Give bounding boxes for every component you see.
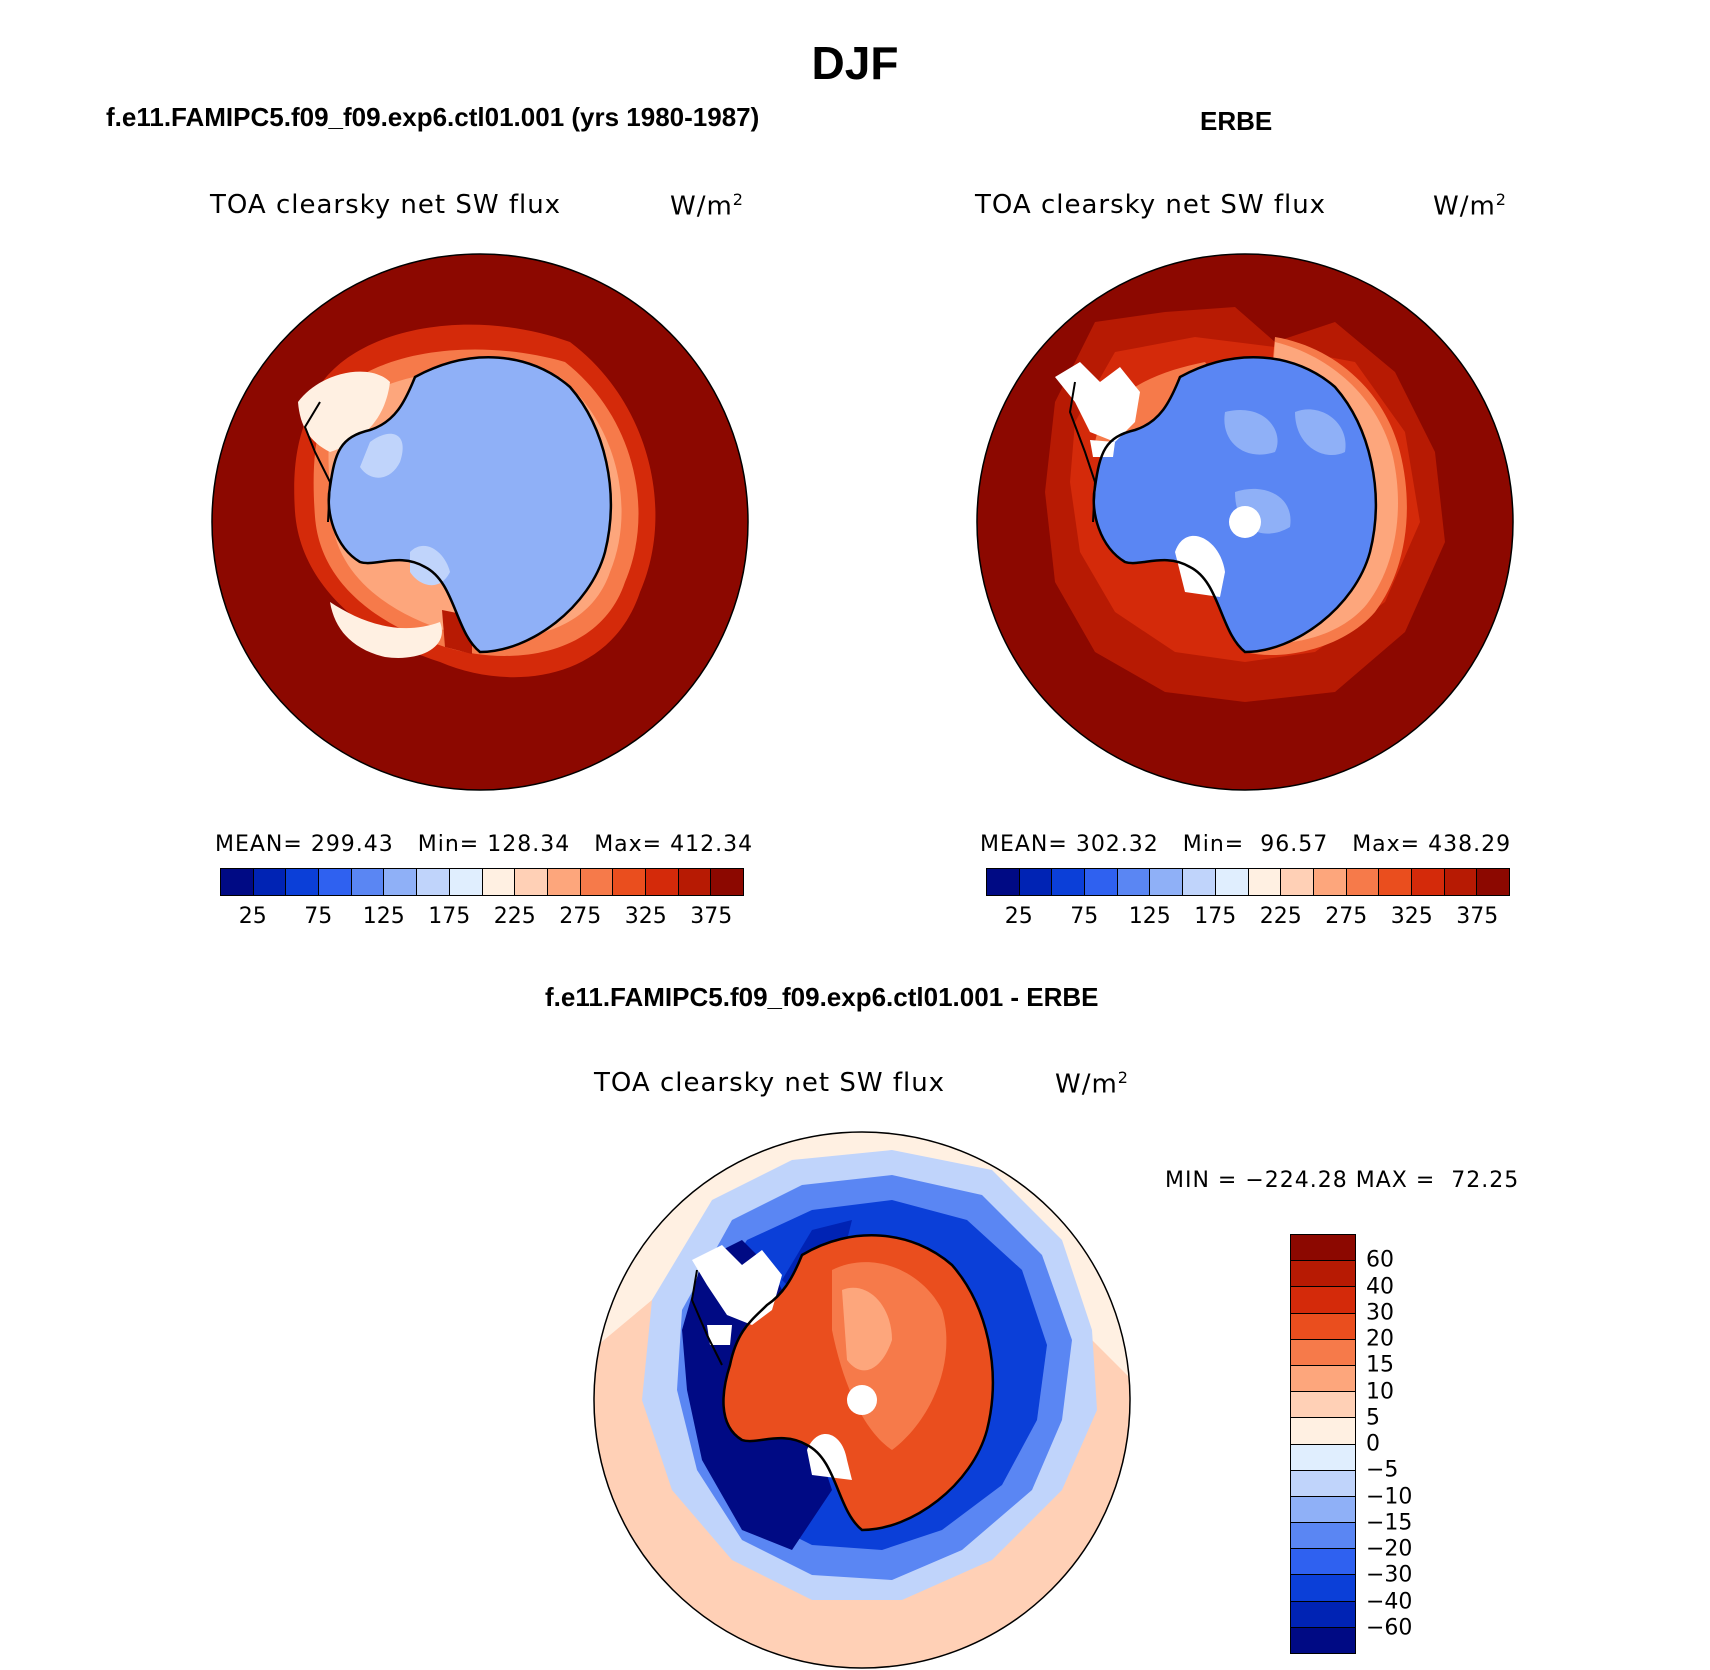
model-colorbar-box [515, 869, 548, 895]
obs-colorbar-box [1477, 869, 1509, 895]
obs-colorbar-box [1183, 869, 1216, 895]
diff-colorbar-label: 30 [1366, 1300, 1394, 1326]
diff-colorbar-box [1291, 1523, 1355, 1550]
model-case-title: f.e11.FAMIPC5.f09_f09.exp6.ctl01.001 (yr… [106, 102, 760, 132]
model-colorbar-box [417, 869, 450, 895]
obs-stats: MEAN= 302.32 Min= 96.57 Max= 438.29 [980, 832, 1512, 857]
model-colorbar-box [482, 869, 516, 895]
obs-colorbar-box [1052, 869, 1086, 895]
diff-colorbar-box [1291, 1549, 1355, 1576]
obs-case-title: ERBE [1200, 106, 1273, 136]
model-colorbar-box [645, 869, 679, 895]
model-colorbar-box [384, 869, 418, 895]
diff-colorbar-label: 15 [1366, 1352, 1394, 1378]
model-colorbar-box [221, 869, 254, 895]
model-colorbar-label: 375 [690, 904, 733, 929]
model-colorbar-label: 325 [624, 904, 667, 929]
obs-colorbar [986, 868, 1510, 896]
diff-colorbar-label: −20 [1366, 1536, 1413, 1562]
model-colorbar-label: 175 [428, 904, 471, 929]
diff-colorbar-label: 10 [1366, 1379, 1394, 1404]
obs-colorbar-label: 175 [1194, 904, 1237, 929]
model-colorbar-label: 75 [304, 904, 333, 929]
obs-colorbar-box [1248, 869, 1282, 895]
diff-colorbar-box [1291, 1627, 1355, 1653]
obs-colorbar-label: 75 [1070, 904, 1099, 929]
obs-colorbar-label: 325 [1390, 904, 1433, 929]
obs-colorbar-box [1411, 869, 1445, 895]
obs-colorbar-box [1019, 869, 1053, 895]
obs-variable-label: TOA clearsky net SW flux [975, 190, 1327, 220]
obs-colorbar-label: 375 [1456, 904, 1499, 929]
diff-colorbar-box [1291, 1287, 1355, 1314]
model-colorbar-box [319, 869, 352, 895]
model-units-label: W/m2 [670, 190, 744, 222]
diff-colorbar-label: 5 [1366, 1405, 1380, 1431]
model-colorbar-box [286, 869, 320, 895]
obs-colorbar-box [1281, 869, 1314, 895]
diff-polar-map [593, 1131, 1131, 1669]
diff-units-label: W/m2 [1055, 1068, 1129, 1100]
diff-colorbar-label: −30 [1366, 1562, 1413, 1588]
diff-colorbar-label: −5 [1366, 1457, 1399, 1483]
diff-colorbar-box [1291, 1261, 1355, 1288]
obs-colorbar-box [1117, 869, 1151, 895]
obs-colorbar-box [1379, 869, 1412, 895]
model-colorbar-box [711, 869, 743, 895]
diff-colorbar-label: −60 [1366, 1615, 1413, 1641]
diff-colorbar-box [1291, 1365, 1355, 1393]
model-colorbar-box [613, 869, 646, 895]
diff-colorbar-box [1291, 1444, 1355, 1471]
diff-case-title: f.e11.FAMIPC5.f09_f09.exp6.ctl01.001 - E… [545, 982, 1099, 1012]
obs-colorbar-label: 25 [1004, 904, 1033, 929]
obs-colorbar-box [987, 869, 1020, 895]
diff-colorbar-label: −10 [1366, 1484, 1413, 1509]
model-colorbar-label: 225 [493, 904, 536, 929]
diff-stats: MIN = −224.28 MAX = 72.25 [1165, 1168, 1520, 1193]
diff-colorbar-box [1291, 1339, 1355, 1366]
model-colorbar-box [547, 869, 581, 895]
diff-colorbar-box [1291, 1235, 1355, 1262]
model-colorbar-box [678, 869, 712, 895]
diff-colorbar-label: −15 [1366, 1510, 1413, 1536]
obs-colorbar-box [1085, 869, 1118, 895]
diff-colorbar-label: 0 [1366, 1431, 1380, 1457]
model-colorbar-box [253, 869, 287, 895]
model-stats: MEAN= 299.43 Min= 128.34 Max= 412.34 [215, 832, 754, 857]
model-colorbar-label: 125 [362, 904, 405, 929]
obs-colorbar-box [1215, 869, 1249, 895]
obs-polar-map [976, 253, 1514, 791]
model-colorbar-box [580, 869, 614, 895]
diff-colorbar-label: −40 [1366, 1589, 1413, 1614]
diff-colorbar-box [1291, 1418, 1355, 1445]
model-polar-map [211, 253, 749, 791]
diff-variable-label: TOA clearsky net SW flux [594, 1068, 946, 1098]
obs-colorbar-box [1346, 869, 1380, 895]
diff-colorbar-box [1291, 1313, 1355, 1340]
obs-units-label: W/m2 [1433, 190, 1507, 222]
obs-colorbar-box [1313, 869, 1347, 895]
model-colorbar-label: 25 [238, 904, 267, 929]
diff-colorbar-label: 40 [1366, 1274, 1394, 1299]
diff-colorbar-box [1291, 1392, 1355, 1419]
diff-colorbar [1290, 1234, 1356, 1654]
obs-colorbar-label: 125 [1128, 904, 1171, 929]
model-variable-label: TOA clearsky net SW flux [210, 190, 562, 220]
diff-colorbar-label: 20 [1366, 1326, 1394, 1352]
diff-colorbar-box [1291, 1601, 1355, 1628]
diff-colorbar-box [1291, 1496, 1355, 1524]
obs-colorbar-box [1444, 869, 1478, 895]
diff-colorbar-box [1291, 1470, 1355, 1497]
model-colorbar-box [449, 869, 483, 895]
model-colorbar-label: 275 [559, 904, 602, 929]
diff-colorbar-box [1291, 1575, 1355, 1602]
obs-colorbar-label: 275 [1325, 904, 1368, 929]
obs-colorbar-label: 225 [1259, 904, 1302, 929]
model-colorbar-box [351, 869, 385, 895]
figure-title: DJF [811, 37, 899, 89]
obs-colorbar-box [1150, 869, 1184, 895]
diff-colorbar-label: 60 [1366, 1247, 1394, 1273]
model-colorbar [220, 868, 744, 896]
